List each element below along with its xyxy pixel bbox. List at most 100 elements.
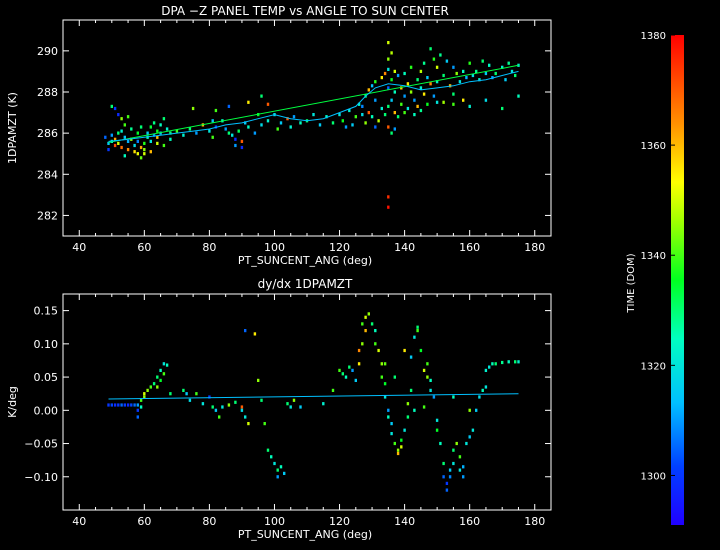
bottom-point-112	[448, 475, 452, 479]
top-point-85	[354, 115, 357, 119]
top-point-135	[432, 57, 436, 61]
top-point-187	[143, 148, 146, 152]
top-point-22	[143, 141, 146, 145]
bottom-point-136	[413, 408, 416, 412]
top-point-67	[266, 119, 270, 123]
top-point-124	[413, 113, 416, 117]
bottom-point-34	[214, 408, 218, 412]
top-point-123	[413, 98, 416, 102]
bottom-point-97	[416, 329, 419, 333]
top-xtick-label-1: 60	[137, 241, 151, 254]
bottom-point-85	[390, 432, 393, 436]
top-point-87	[361, 113, 364, 117]
top-point-83	[348, 108, 351, 113]
bottom-point-32	[208, 395, 211, 399]
colorbar-tick-label-3: 1360	[641, 141, 666, 152]
top-ytick-label-4: 290	[37, 45, 58, 58]
top-point-175	[517, 94, 520, 98]
top-point-188	[149, 150, 152, 154]
top-point-5	[113, 143, 117, 148]
bottom-point-116	[455, 441, 458, 446]
bottom-point-43	[244, 329, 247, 333]
top-ytick-label-3: 288	[37, 86, 58, 99]
colorbar-tick-label-2: 1340	[641, 251, 666, 262]
bottom-trend-line	[108, 393, 519, 400]
top-point-6	[117, 131, 120, 135]
bottom-point-23	[159, 378, 162, 382]
top-point-163	[510, 69, 514, 73]
top-point-178	[390, 131, 393, 135]
top-point-169	[419, 108, 423, 113]
top-ytick-label-0: 282	[37, 209, 58, 222]
bottom-point-120	[462, 465, 465, 469]
top-point-91	[367, 111, 370, 115]
temperature-vs-angle-plot: DPA −Z PANEL TEMP vs ANGLE TO SUN CENTER…	[6, 4, 552, 267]
top-xtick-label-0: 40	[72, 241, 86, 254]
top-point-177	[387, 205, 390, 209]
top-point-1	[107, 141, 110, 145]
bottom-point-29	[188, 398, 192, 402]
bottom-point-140	[393, 375, 396, 379]
top-point-81	[341, 119, 344, 123]
top-point-50	[208, 129, 211, 133]
bottom-ytick-label-3: 0.05	[34, 371, 59, 384]
bottom-point-99	[419, 348, 423, 353]
top-point-121	[409, 65, 413, 69]
top-point-153	[475, 69, 478, 73]
bottom-ytick-label-2: 0.00	[34, 404, 59, 417]
top-point-56	[231, 133, 234, 137]
bottom-point-18	[152, 382, 156, 386]
top-point-102	[387, 57, 390, 61]
top-point-61	[240, 145, 244, 150]
top-point-104	[387, 86, 390, 90]
top-point-19	[136, 139, 139, 143]
bottom-point-0	[107, 403, 110, 407]
top-point-86	[357, 102, 361, 106]
bottom-point-130	[494, 362, 497, 366]
bottom-point-124	[475, 408, 478, 412]
bottom-point-113	[448, 468, 452, 472]
bottom-point-16	[146, 388, 149, 392]
top-point-109	[390, 98, 393, 102]
top-point-139	[439, 53, 442, 57]
bottom-point-137	[383, 362, 387, 366]
top-point-141	[442, 100, 445, 104]
top-point-20	[139, 145, 143, 150]
derivative-plot: dy/dx 1DPAMZT 40 60 80 100 120 140 160 180 −0.10…	[6, 277, 552, 541]
top-point-134	[429, 82, 432, 86]
bottom-point-65	[351, 368, 354, 372]
bottom-point-86	[393, 441, 396, 446]
bottom-point-89	[400, 445, 403, 449]
bottom-xtick-label-7: 180	[524, 515, 545, 528]
bottom-point-37	[227, 403, 231, 407]
bottom-point-135	[403, 348, 406, 353]
bottom-point-131	[501, 360, 504, 365]
bottom-point-76	[374, 342, 377, 346]
bottom-point-142	[484, 385, 488, 389]
top-point-120	[406, 106, 410, 111]
top-point-9	[120, 145, 123, 150]
top-point-89	[364, 121, 367, 125]
top-point-47	[188, 127, 192, 131]
top-point-126	[416, 104, 419, 108]
bottom-xtick-label-4: 120	[329, 515, 350, 528]
bottom-point-88	[396, 451, 400, 456]
bottom-point-134	[517, 360, 520, 364]
bottom-point-111	[445, 488, 449, 492]
top-point-12	[126, 139, 130, 143]
top-point-118	[403, 94, 406, 98]
bottom-point-54	[283, 471, 286, 475]
bottom-point-79	[380, 375, 383, 379]
top-point-96	[377, 119, 380, 123]
top-point-131	[426, 76, 429, 80]
top-point-172	[468, 104, 471, 108]
top-point-103	[387, 67, 390, 71]
top-point-34	[162, 117, 166, 121]
bottom-point-94	[409, 388, 413, 392]
top-point-28	[152, 133, 156, 137]
top-point-174	[501, 106, 504, 111]
bottom-data-points	[107, 312, 520, 492]
bottom-point-13	[139, 398, 143, 402]
top-point-170	[435, 100, 439, 104]
bottom-point-82	[387, 408, 390, 412]
